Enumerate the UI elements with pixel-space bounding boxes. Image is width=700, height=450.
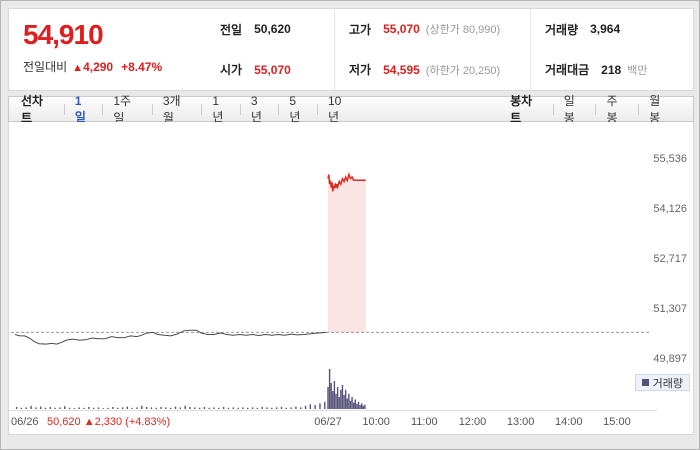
line-chart-label: 선차트	[21, 94, 44, 125]
volume-legend-label: 거래량	[652, 377, 683, 390]
stat-label: 고가	[349, 22, 372, 37]
stat-lower-limit: (하한가 20,250)	[425, 64, 501, 77]
svg-text:50,620 ▲2,330 (+4.83%): 50,620 ▲2,330 (+4.83%)	[47, 416, 170, 428]
toolbar-divider	[638, 103, 640, 115]
toolbar-divider	[239, 103, 241, 115]
candle-chart-label: 봉차트	[510, 94, 533, 125]
current-price: 54,910	[23, 19, 104, 50]
svg-text:49,897: 49,897	[653, 353, 687, 365]
quote-stats: 전일 50,620 고가 55,070 (상한가 80,990) 거래량 3,9…	[206, 9, 693, 90]
up-arrow-icon: ▲	[72, 62, 84, 74]
change-label: 전일대비	[23, 60, 68, 74]
quote-panel: 54,910 전일대비 ▲ 4,290 +8.47% 전일 50,620 고가 …	[8, 8, 694, 91]
tab-candle-weekly[interactable]: 주봉	[606, 94, 618, 125]
svg-text:51,307: 51,307	[653, 303, 687, 315]
stat-label: 저가	[349, 63, 372, 78]
stat-label: 거래량	[545, 22, 579, 37]
stat-volume: 거래량 3,964	[530, 9, 693, 50]
svg-text:54,126: 54,126	[653, 203, 687, 215]
svg-text:11:00: 11:00	[411, 416, 438, 428]
stat-upper-limit: (상한가 80,990)	[425, 24, 501, 37]
stat-value: 54,595	[383, 62, 420, 77]
svg-text:06/26: 06/26	[11, 416, 39, 428]
svg-text:06/27: 06/27	[314, 416, 342, 428]
svg-text:14:00: 14:00	[555, 416, 583, 428]
change-percent: +8.47%	[121, 60, 163, 74]
toolbar-divider	[201, 103, 203, 115]
change-line: 전일대비 ▲ 4,290 +8.47%	[23, 58, 206, 75]
svg-text:12:00: 12:00	[459, 416, 487, 428]
stat-value: 55,070	[383, 22, 420, 37]
tab-period-1year[interactable]: 1년	[212, 93, 224, 124]
svg-text:15:00: 15:00	[603, 416, 631, 428]
toolbar-divider	[63, 103, 65, 115]
price-box: 54,910 전일대비 ▲ 4,290 +8.47%	[9, 9, 206, 90]
stat-low: 저가 54,595 (하한가 20,250)	[334, 49, 530, 90]
chart-area: 55,536 54,126 52,717 51,307 49,897 06/26 06/27…	[8, 122, 694, 435]
stat-high: 고가 55,070 (상한가 80,990)	[334, 9, 530, 50]
stat-value: 55,070	[254, 62, 291, 77]
svg-text:10:00: 10:00	[362, 416, 390, 428]
stat-value: 218	[601, 62, 622, 77]
change-value: 4,290	[83, 60, 114, 74]
tab-period-3year[interactable]: 3년	[250, 93, 262, 124]
tab-period-5year[interactable]: 5년	[289, 93, 301, 124]
volume-legend: 거래량	[634, 374, 690, 391]
stat-value: 50,620	[254, 22, 291, 37]
tab-period-1week[interactable]: 1주일	[113, 94, 132, 125]
svg-text:13:00: 13:00	[507, 416, 535, 428]
stat-unit: 백만	[627, 64, 648, 77]
candle-chart-group: 봉차트 일봉 주봉 월봉	[510, 92, 681, 126]
stat-label: 시가	[220, 63, 243, 78]
stat-open: 시가 55,070	[206, 50, 334, 91]
stat-value: 3,964	[590, 22, 621, 37]
tab-candle-daily[interactable]: 일봉	[563, 94, 575, 125]
tab-period-3month[interactable]: 3개월	[162, 94, 181, 125]
stat-label: 거래대금	[545, 63, 590, 78]
stat-label: 전일	[220, 22, 243, 37]
chart-toolbar: 선차트 1일 1주일 3개월 1년 3년 5년 10년 봉차트 일봉 주봉 월봉	[8, 93, 694, 125]
toolbar-divider	[278, 103, 280, 115]
svg-text:55,536: 55,536	[653, 153, 687, 165]
toolbar-divider	[595, 103, 597, 115]
price-volume-chart: 55,536 54,126 52,717 51,307 49,897 06/26 06/27…	[9, 153, 687, 428]
stat-prev-close: 전일 50,620	[206, 9, 334, 50]
toolbar-divider	[552, 103, 554, 115]
stat-trading-value: 거래대금 218 백만	[530, 49, 693, 90]
toolbar-divider	[102, 103, 104, 115]
toolbar-divider	[316, 103, 318, 115]
svg-text:52,717: 52,717	[653, 253, 687, 265]
toolbar-divider	[151, 103, 153, 115]
tab-period-10year[interactable]: 10년	[327, 93, 342, 124]
volume-swatch-icon	[641, 379, 649, 386]
tab-period-1day[interactable]: 1일	[74, 93, 86, 124]
tab-candle-monthly[interactable]: 월봉	[649, 94, 661, 125]
